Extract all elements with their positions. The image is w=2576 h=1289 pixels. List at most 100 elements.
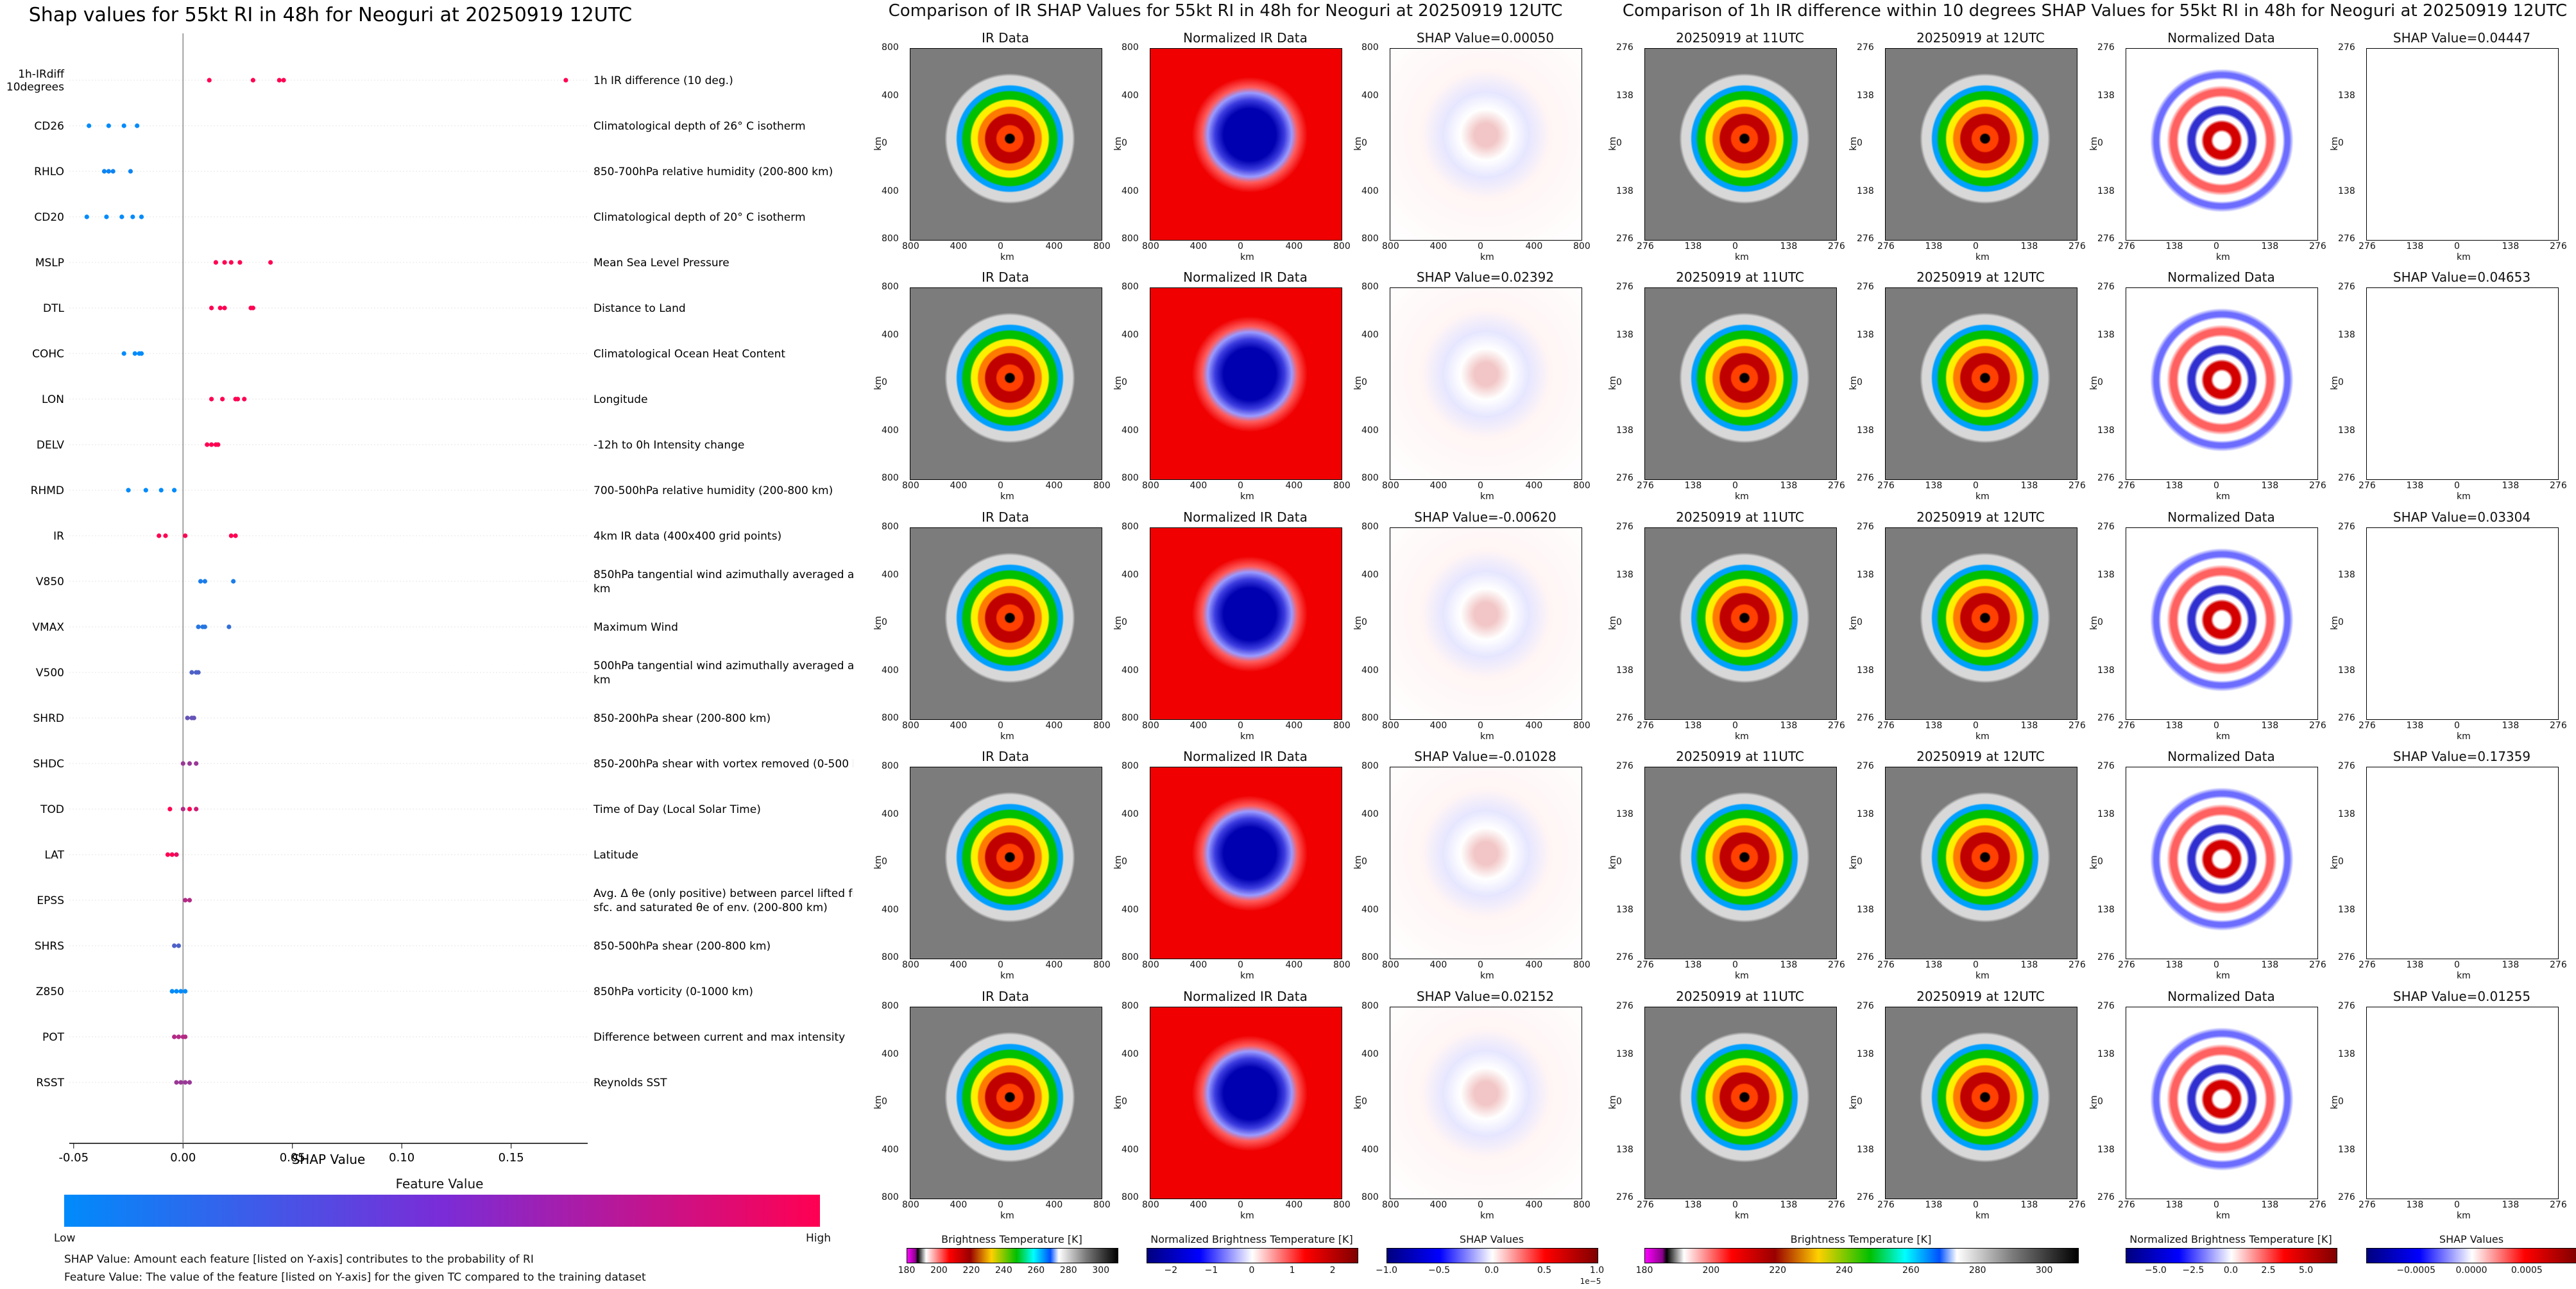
x-tick-label: 800 [1333,241,1351,252]
x-tick-label: 138 [1925,481,1943,491]
heatmap-image [910,48,1102,241]
panel-title: 20250919 at 11UTC [1676,749,1804,764]
x-tick-label: 0 [1238,1200,1243,1210]
heatmap-image [2126,1007,2318,1199]
y-tick-label: 138 [2097,665,2115,676]
colorbar-tick-label: 5.0 [2299,1265,2314,1276]
feature-name-label: POT [42,1031,65,1044]
x-tick-label: 800 [1333,1200,1351,1210]
y-axis-label: km [1848,616,1859,630]
y-tick-label: 800 [882,522,899,532]
image-panel: SHAP Value=0.02152 800 800 400 400 0 0 400 400 80… [1351,987,1594,1224]
heatmap-image [1644,527,1837,720]
colorbar-tick-label: −0.5 [1428,1265,1450,1276]
x-tick-label: 400 [1190,960,1207,970]
x-axis-label: km [1975,1211,1990,1221]
x-tick-label: 0 [1478,1200,1483,1210]
image-panel: Normalized IR Data 800 800 400 400 0 0 400 400 80… [1111,508,1354,744]
shap-points [84,78,568,1085]
y-tick-label: 800 [882,282,899,292]
y-tick-label: 276 [1857,282,1874,292]
x-axis-label: km [2457,971,2471,981]
x-tick-label: 138 [2020,481,2038,491]
feature-description-label: 700-500hPa relative humidity (200-800 km… [593,484,833,497]
x-tick-label: 800 [1382,241,1399,252]
x-tick-label: 0 [2213,960,2219,970]
shap-point [194,807,199,812]
y-tick-label: 0 [1857,138,1863,148]
y-axis-label: km [2329,376,2340,390]
shap-point [104,214,109,219]
image-panel: IR Data 800 800 400 400 0 0 400 400 800 800 km km [871,747,1114,984]
feature-name-label: LAT [44,849,64,862]
y-tick-label: 0 [882,857,887,867]
panel-title: 20250919 at 12UTC [1916,749,2045,764]
shap-value-title: SHAP Value=0.02152 [1416,989,1555,1004]
ir-comparison-title: Comparison of IR SHAP Values for 55kt RI… [888,1,1563,21]
heatmap-image [1390,48,1582,241]
y-tick-label: 138 [2338,185,2355,196]
shap-point [169,989,175,994]
shap-point [101,169,107,174]
x-tick-label: 0 [1238,960,1243,970]
shap-point [202,579,207,584]
shap-point [198,579,203,584]
x-axis-label: km [1000,252,1014,262]
feature-name-label: RHMD [31,484,64,497]
x-tick-label: 800 [1573,481,1591,491]
shap-point [178,989,183,994]
y-tick-label: 400 [1361,808,1379,819]
y-axis-label: km [1607,616,1618,630]
panel-title: 20250919 at 12UTC [1916,989,2045,1004]
x-tick-label: -0.05 [59,1151,89,1165]
x-tick-label: 800 [1142,721,1159,731]
y-axis-label: km [2088,376,2099,390]
shap-value-title: SHAP Value=0.01255 [2393,989,2531,1004]
colorbar-tick-label: 260 [1902,1265,1920,1276]
image-panel: SHAP Value=-0.01028 800 800 400 400 0 0 400 400 8… [1351,747,1594,984]
shap-point [172,488,177,493]
x-tick-label: 0 [2454,721,2460,731]
heatmap-image [2366,287,2559,480]
colorbar-tick-label: 280 [1059,1265,1077,1276]
shap-point [187,1080,192,1085]
image-panel: Normalized IR Data 800 800 400 400 0 0 400 400 80… [1111,987,1354,1224]
x-tick-label: 800 [902,721,919,731]
x-tick-label: 0 [1732,1200,1738,1210]
feature-name-label: V500 [36,667,64,679]
y-axis-label: km [2329,137,2340,151]
shap-point [169,852,175,857]
feature-description-label: Difference between current and max inten… [593,1031,845,1044]
heatmap-image [1150,767,1342,959]
y-axis-label: km [873,1095,883,1109]
feature-name-label: SHRD [33,712,64,725]
x-tick-label: 0 [998,1200,1003,1210]
x-tick-label: 138 [1780,960,1798,970]
x-axis-label: km [1480,491,1494,502]
panel-title: 20250919 at 11UTC [1676,509,1804,525]
feature-name-label: RHLO [34,166,64,178]
y-tick-label: 400 [1122,808,1139,819]
y-tick-label: 138 [1857,329,1874,340]
x-axis-label: km [1975,971,1990,981]
y-tick-label: 0 [1616,857,1622,867]
y-tick-label: 276 [1616,473,1633,483]
colorbar [2126,1248,2337,1263]
feature-description-label: Reynolds SST [593,1077,667,1089]
y-tick-label: 138 [1857,665,1874,676]
y-axis-label: km [1607,855,1618,869]
feature-description-label: -12h to 0h Intensity change [593,439,744,452]
y-tick-label: 138 [1857,569,1874,580]
x-tick-label: 276 [2118,1200,2135,1210]
colorbar-tick-label: 300 [2035,1265,2053,1276]
shap-point [174,852,179,857]
x-tick-label: 138 [2502,1200,2520,1210]
x-tick-label: 276 [1828,1200,1845,1210]
y-axis-label: km [1113,1095,1123,1109]
x-tick-label: 276 [1828,721,1845,731]
y-tick-label: 138 [2097,185,2115,196]
feature-description-label: Climatological depth of 20° C isotherm [593,211,806,224]
shap-point [250,78,255,83]
x-axis-ticks: -0.05 0.00 0.05 0.10 0.15 [59,1143,524,1165]
image-panel: Normalized Data 276 276 138 138 0 0 138 138 276 27… [2087,987,2330,1224]
